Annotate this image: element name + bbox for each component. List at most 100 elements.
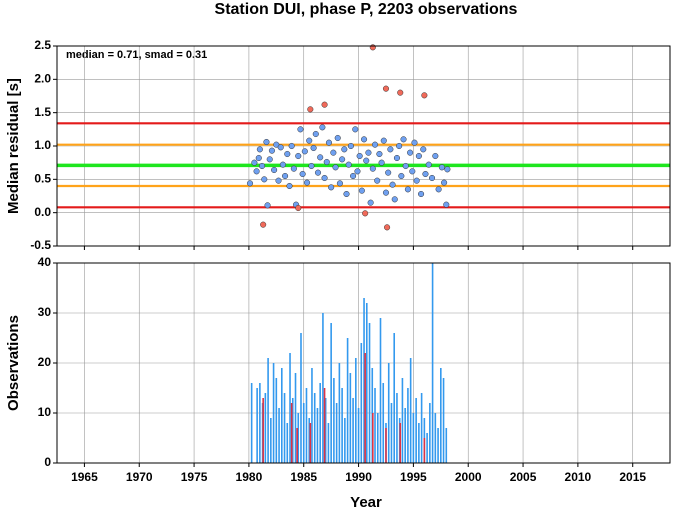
y-tick-label: 40	[38, 255, 52, 269]
x-tick-label: 1990	[345, 470, 372, 484]
bar	[374, 388, 376, 463]
bar	[390, 403, 393, 463]
bar	[341, 388, 343, 463]
point	[341, 146, 348, 153]
x-tick-label: 1970	[126, 470, 153, 484]
point	[264, 202, 271, 209]
x-tick-label: 2000	[455, 470, 482, 484]
bar	[262, 398, 264, 463]
bar	[352, 398, 354, 463]
x-tick-label: 1965	[71, 470, 98, 484]
point	[321, 174, 328, 182]
y-tick-label: 0.0	[34, 205, 51, 219]
point	[415, 152, 422, 160]
point	[385, 169, 392, 176]
bar	[355, 358, 357, 463]
point	[330, 149, 337, 156]
point	[358, 187, 365, 194]
point	[376, 150, 383, 158]
point	[323, 158, 330, 166]
bar	[344, 418, 346, 463]
point	[413, 177, 420, 184]
bar	[431, 263, 434, 463]
bar	[379, 318, 382, 463]
point	[418, 190, 425, 198]
bar	[412, 413, 415, 463]
point	[393, 154, 400, 162]
bar	[294, 373, 297, 463]
point	[259, 162, 266, 170]
point	[363, 157, 370, 164]
point	[307, 106, 314, 113]
bar	[338, 363, 341, 463]
bar	[259, 383, 261, 463]
bar	[429, 403, 431, 463]
bar	[346, 338, 349, 463]
y-tick-label: 1.5	[34, 105, 51, 119]
bar	[372, 413, 374, 463]
bar	[387, 363, 390, 463]
bar	[415, 398, 417, 463]
y-axis-label: Observations	[5, 315, 22, 411]
bar	[333, 378, 335, 463]
point	[362, 210, 369, 217]
bar	[322, 313, 324, 463]
point	[435, 186, 442, 193]
point	[321, 101, 328, 108]
point	[319, 124, 326, 131]
x-tick-label: 1980	[236, 470, 263, 484]
point	[268, 147, 275, 154]
point	[328, 184, 335, 191]
point	[384, 224, 391, 231]
bar	[290, 403, 293, 463]
bar	[272, 363, 275, 463]
point	[356, 152, 363, 160]
point	[371, 141, 379, 148]
point	[397, 89, 404, 96]
point	[422, 170, 429, 178]
point	[444, 166, 451, 173]
bar	[296, 428, 298, 463]
bar	[426, 433, 428, 463]
y-tick-label: 0	[44, 455, 51, 469]
bar	[291, 398, 294, 463]
point	[421, 92, 428, 99]
point	[365, 149, 372, 156]
bar	[297, 413, 300, 463]
point	[261, 176, 268, 183]
bar	[363, 298, 365, 463]
point	[380, 137, 387, 144]
point	[282, 172, 289, 180]
bar	[313, 393, 316, 463]
point	[332, 164, 339, 171]
bar	[283, 393, 286, 463]
point	[438, 164, 445, 171]
point	[354, 168, 361, 175]
x-tick-label: 2010	[565, 470, 592, 484]
bar	[420, 393, 423, 463]
point	[396, 142, 403, 150]
bar	[364, 353, 366, 463]
bar	[399, 423, 402, 463]
bar	[300, 333, 302, 463]
y-tick-label: 30	[38, 305, 52, 319]
y-tick-label: 2.5	[34, 38, 51, 52]
point	[297, 126, 304, 133]
bar	[404, 408, 406, 463]
point	[352, 126, 359, 133]
bar	[409, 358, 412, 463]
bar	[286, 423, 289, 463]
y-tick-label: 2.0	[34, 72, 51, 86]
point	[334, 134, 341, 142]
x-tick-label: 1975	[181, 470, 208, 484]
point	[350, 172, 357, 180]
x-tick-label: 2015	[619, 470, 646, 484]
point	[382, 189, 390, 196]
point	[263, 138, 270, 146]
point	[443, 201, 450, 208]
point	[246, 180, 254, 187]
bar	[275, 378, 278, 463]
bar	[256, 388, 258, 463]
point	[266, 156, 273, 163]
